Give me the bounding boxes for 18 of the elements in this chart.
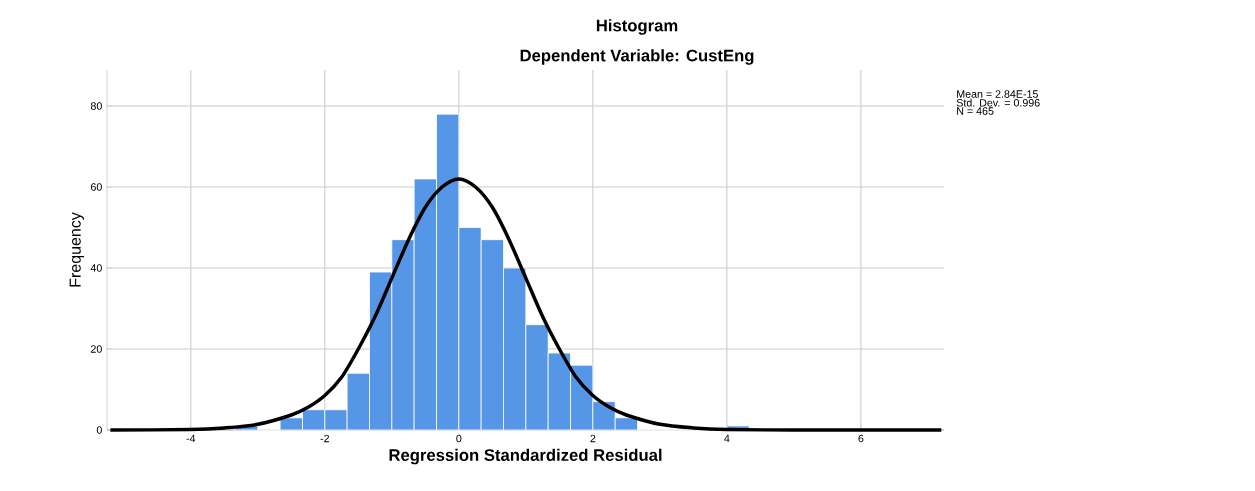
y-tick-label: 60: [90, 183, 102, 191]
text: N = 465: [957, 107, 994, 115]
x-tick-label: -4: [186, 434, 196, 443]
chart-title: Histogram: [596, 19, 678, 35]
y-tick-label: 80: [90, 102, 102, 110]
y-tick-label: 0: [96, 426, 102, 434]
y-tick-label: 40: [90, 264, 102, 272]
x-tick-label: -2: [320, 434, 330, 443]
y-tick-label: 20: [90, 345, 102, 353]
x-tick-label: 4: [724, 434, 730, 443]
text: Std. Dev. = 0.996: [956, 98, 1040, 107]
x-axis-title: Regression Standardized Residual: [389, 448, 662, 465]
x-tick-label: 0: [456, 434, 462, 443]
text: Mean = 2.84E-15: [957, 90, 1038, 98]
x-tick-label: 6: [858, 434, 864, 443]
x-tick-label: 2: [590, 434, 596, 443]
chart-subtitle: Dependent Variable: CustEng: [520, 49, 754, 65]
y-axis-title: Frequency: [69, 212, 84, 287]
